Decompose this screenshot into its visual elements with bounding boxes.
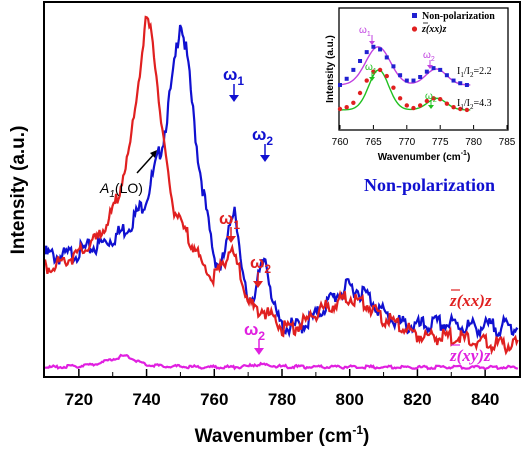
x-tick-label: 740 xyxy=(132,390,160,409)
inset-point-nonpol xyxy=(464,83,469,87)
inset-point-xx xyxy=(464,107,470,113)
inset-point-nonpol xyxy=(418,75,423,79)
x-tick-label: 720 xyxy=(65,390,93,409)
inset-x-tick-label: 780 xyxy=(465,137,482,148)
svg-text:ω2: ω2 xyxy=(252,125,273,148)
inset-point-nonpol xyxy=(458,81,463,86)
inset-point-nonpol xyxy=(344,76,349,81)
series-xx xyxy=(45,15,519,356)
inset-point-xx xyxy=(397,96,403,101)
plot-frame xyxy=(43,1,521,378)
svg-text:A1(LO): A1(LO) xyxy=(99,180,143,200)
inset-point-nonpol xyxy=(451,78,456,83)
inset-point-nonpol xyxy=(371,44,376,49)
svg-text:ω1: ω1 xyxy=(219,209,240,232)
inset-y-axis-label: Intensity (a.u.) xyxy=(325,35,336,103)
inset-x-tick-label: 760 xyxy=(332,137,349,148)
inset-point-nonpol xyxy=(338,83,342,87)
x-tick-label: 820 xyxy=(403,390,431,409)
inset-point-xx xyxy=(417,103,423,108)
a1lo-annotation: A1(LO) xyxy=(99,150,157,200)
x-tick-label: 780 xyxy=(268,390,296,409)
inset-omega1-xx: ω1 xyxy=(365,62,377,81)
omega1-nonpol-marker: ω1 xyxy=(223,65,244,102)
inset-ratio-xx: I1/I2=4.3 xyxy=(457,98,492,111)
inset-point-xx xyxy=(411,105,416,111)
inset-point-nonpol xyxy=(351,67,356,72)
inset-x-tick-label: 775 xyxy=(432,137,449,148)
inset-point-xx xyxy=(404,103,409,108)
inset-point-xx xyxy=(337,106,343,112)
inset-point-xx xyxy=(351,100,356,105)
inset-point-nonpol xyxy=(438,67,443,72)
inset-ratio-nonpol: I1/I2=2.2 xyxy=(457,66,492,79)
svg-text:ω2: ω2 xyxy=(423,50,435,63)
label-xx: z(xx)z xyxy=(449,291,492,310)
series-xy xyxy=(45,353,519,371)
inset-point-nonpol xyxy=(431,66,436,71)
omega2-xy-marker: ω2 xyxy=(244,320,265,355)
inset-point-xx xyxy=(431,96,436,101)
inset-x-tick-label: 765 xyxy=(365,137,382,148)
inset-point-xx xyxy=(451,105,456,110)
inset-point-xx xyxy=(344,105,349,110)
label-xy: z(xy)z xyxy=(449,346,491,365)
inset-point-nonpol xyxy=(398,73,403,78)
inset-omega2-nonpol: ω2 xyxy=(423,50,435,69)
series-group xyxy=(45,15,519,371)
x-tick-label: 760 xyxy=(200,390,228,409)
x-axis-label: Wavenumber (cm-1) xyxy=(195,423,370,447)
inset-point-xx xyxy=(438,97,443,102)
svg-text:ω1: ω1 xyxy=(365,62,377,75)
svg-text:ω2: ω2 xyxy=(244,320,265,343)
inset-legend-marker-nonpol xyxy=(412,13,417,18)
inset-point-xx xyxy=(444,101,450,106)
inset-point-nonpol xyxy=(391,64,396,69)
svg-text:ω2: ω2 xyxy=(250,253,271,276)
omega1-xx-marker: ω1 xyxy=(219,209,240,243)
x-tick-label: 800 xyxy=(336,390,364,409)
inset-x-tick-label: 770 xyxy=(398,137,415,148)
y-axis-label: Intensity (a.u.) xyxy=(8,126,29,255)
inset-chart: 760 765 770 775 780 785 Intensity (a.u.) Wave… xyxy=(325,7,516,163)
svg-text:ω2: ω2 xyxy=(425,91,437,104)
inset-point-xx xyxy=(391,85,396,90)
inset-x-axis: 760 765 770 775 780 785 xyxy=(332,125,516,148)
inset-frame xyxy=(338,7,509,131)
inset-omega1-nonpol: ω1 xyxy=(359,25,375,45)
omega2-xx-marker: ω2 xyxy=(250,253,271,288)
inset-point-xx xyxy=(384,73,389,79)
omega2-nonpol-marker: ω2 xyxy=(252,125,273,162)
inset-legend-marker-xx xyxy=(411,26,418,32)
svg-text:ω1: ω1 xyxy=(359,25,371,38)
inset-legend-nonpol: Non-polarization xyxy=(422,11,495,22)
x-tick-label: 840 xyxy=(471,390,499,409)
inset-x-tick-label: 785 xyxy=(499,137,516,148)
inset-point-nonpol xyxy=(364,50,369,55)
inset-point-nonpol xyxy=(404,78,409,83)
inset-point-xx xyxy=(357,90,363,96)
label-nonpolarization: Non-polarization xyxy=(364,175,495,195)
inset-series-group xyxy=(337,44,471,113)
inset-point-nonpol xyxy=(384,55,389,60)
x-axis: 720 740 760 780 800 820 840 xyxy=(65,369,499,409)
inset-point-xx xyxy=(458,106,463,112)
inset-point-nonpol xyxy=(378,47,383,52)
inset-point-nonpol xyxy=(444,73,449,78)
inset-point-xx xyxy=(364,78,369,83)
inset-x-axis-label: Wavenumber (cm-1) xyxy=(378,150,471,163)
svg-text:ω1: ω1 xyxy=(223,65,244,88)
inset-point-nonpol xyxy=(411,78,416,83)
inset-point-nonpol xyxy=(358,59,363,63)
inset-point-nonpol xyxy=(424,69,429,74)
series-nonpolarization xyxy=(45,24,519,340)
inset-legend-xx: z(xx)z xyxy=(421,24,447,35)
inset-point-xx xyxy=(424,98,430,104)
inset-omega2-xx: ω2 xyxy=(425,91,437,109)
inset-point-xx xyxy=(377,67,383,73)
